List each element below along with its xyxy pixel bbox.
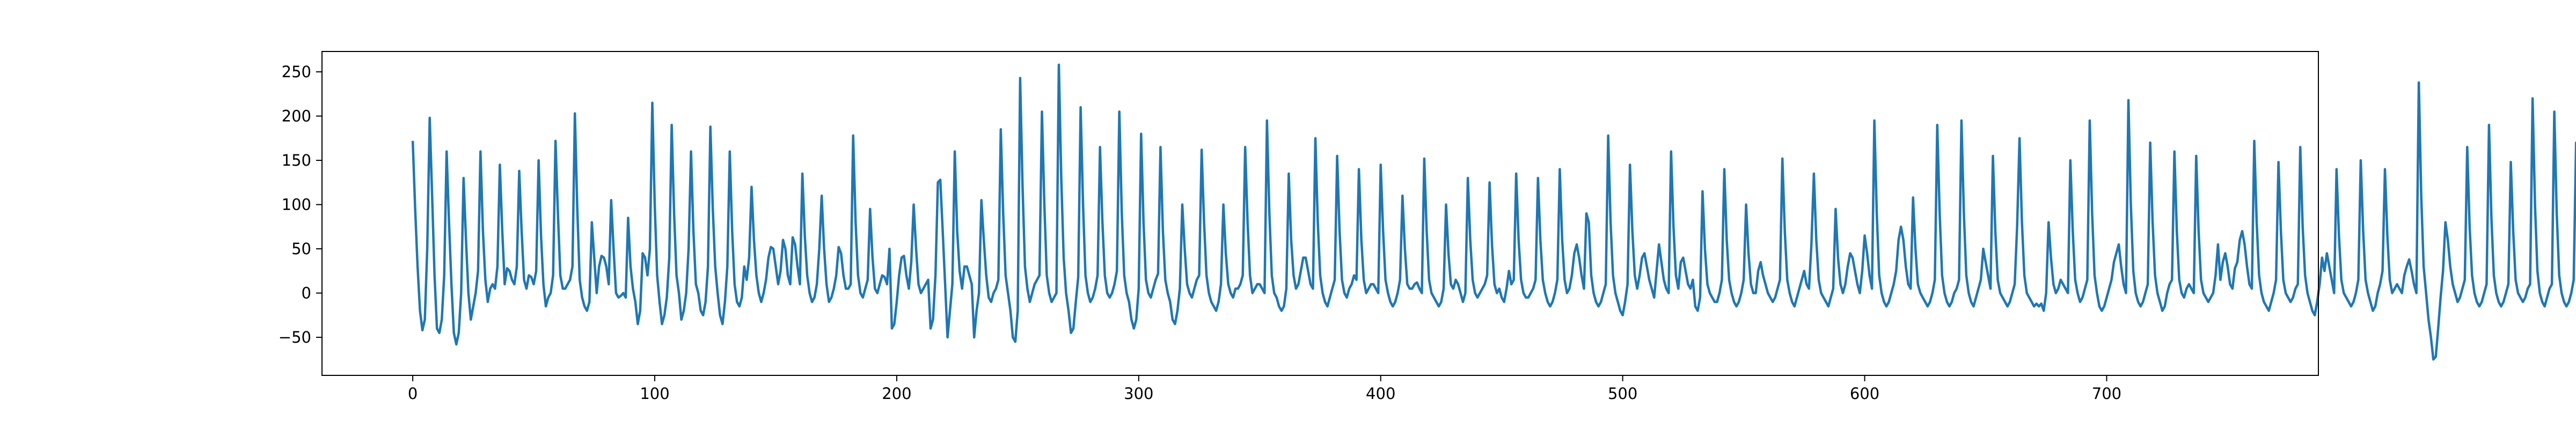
y-axis: −50 0 50 100 150 200 250 (279, 63, 322, 346)
x-tick-label: 100 (640, 384, 669, 403)
plot-frame (321, 51, 2319, 376)
x-tick-label: 300 (1124, 384, 1153, 403)
y-tick-label: 250 (282, 63, 311, 81)
x-tick-label: 500 (1608, 384, 1637, 403)
series-line-0 (411, 63, 2576, 361)
x-tick-label: 400 (1366, 384, 1395, 403)
y-tick-label: 200 (282, 107, 311, 125)
y-tick-label: 150 (282, 151, 311, 169)
x-tick-label: 200 (882, 384, 911, 403)
y-tick-label: 100 (282, 195, 311, 213)
x-tick-label: 600 (1850, 384, 1879, 403)
x-tick-label: 0 (408, 384, 418, 403)
y-tick-label: 0 (302, 284, 311, 302)
x-tick-label: 700 (2092, 384, 2121, 403)
series-layer (411, 63, 2576, 361)
y-tick-label: 50 (291, 240, 311, 258)
y-tick-label: −50 (279, 328, 311, 346)
x-axis: 0 100 200 300 400 500 600 700 (408, 375, 2121, 403)
